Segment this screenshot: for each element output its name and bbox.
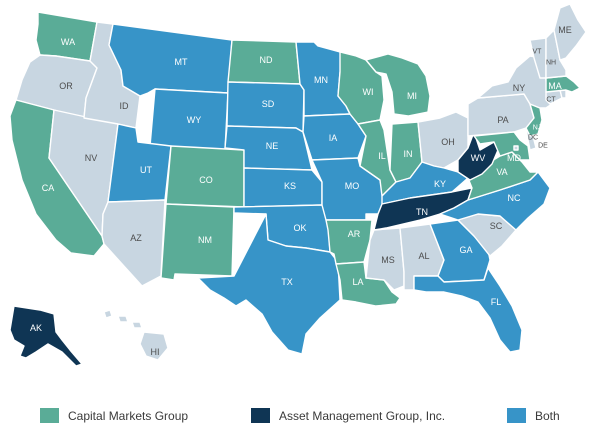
state-label-CO: CO: [199, 175, 213, 185]
state-label-MT: MT: [175, 57, 188, 67]
state-label-NJ: NJ: [533, 125, 542, 132]
state-DC[interactable]: [513, 145, 519, 151]
state-label-HI: HI: [151, 347, 160, 357]
state-label-UT: UT: [140, 165, 152, 175]
state-AK[interactable]: [9, 305, 83, 367]
state-label-MO: MO: [345, 181, 360, 191]
state-label-OK: OK: [293, 223, 306, 233]
state-label-NC: NC: [508, 193, 521, 203]
state-label-WI: WI: [363, 87, 374, 97]
state-label-MD: MD: [507, 153, 521, 163]
state-VT[interactable]: [529, 37, 547, 79]
state-MA[interactable]: [545, 75, 581, 93]
us-states-map: WA OR CA NV ID MT WY UT AZ CO NM ND SD NE KS OK TX MN IA MO…: [9, 3, 587, 367]
state-MD[interactable]: [473, 131, 531, 161]
state-label-TN: TN: [416, 207, 428, 217]
legend-label-asset: Asset Management Group, Inc.: [279, 408, 446, 423]
state-label-DE: DE: [538, 143, 548, 150]
legend-label-capital: Capital Markets Group: [68, 408, 189, 423]
state-label-MI: MI: [407, 91, 417, 101]
legend-swatch-capital: [40, 408, 59, 423]
state-label-NH: NH: [546, 60, 556, 67]
state-label-ME: ME: [558, 25, 572, 35]
state-label-AZ: AZ: [130, 233, 142, 243]
state-label-VA: VA: [496, 167, 507, 177]
state-AZ[interactable]: [101, 199, 166, 287]
state-label-IA: IA: [329, 133, 338, 143]
legend-item-capital: Capital Markets Group: [40, 408, 188, 423]
state-label-NY: NY: [513, 83, 526, 93]
state-label-NE: NE: [266, 141, 279, 151]
state-label-NM: NM: [198, 235, 212, 245]
legend-label-both: Both: [535, 408, 560, 423]
state-label-IN: IN: [404, 149, 413, 159]
state-label-MN: MN: [314, 75, 328, 85]
state-label-NV: NV: [85, 153, 98, 163]
state-label-PA: PA: [497, 115, 508, 125]
legend-swatch-asset: [251, 408, 270, 423]
state-label-KS: KS: [284, 181, 296, 191]
state-label-VT: VT: [533, 49, 543, 56]
state-label-CT: CT: [546, 97, 556, 104]
state-MI[interactable]: [365, 53, 431, 117]
state-label-FL: FL: [491, 297, 502, 307]
state-NJ[interactable]: [525, 103, 543, 137]
state-label-IL: IL: [378, 151, 386, 161]
state-label-OR: OR: [59, 81, 73, 91]
legend-swatch-both: [507, 408, 526, 423]
state-label-ID: ID: [120, 101, 130, 111]
state-label-CA: CA: [42, 183, 55, 193]
legend-item-asset: Asset Management Group, Inc.: [251, 408, 445, 423]
state-label-DC: DC: [528, 135, 538, 142]
state-label-ND: ND: [260, 55, 273, 65]
state-label-GA: GA: [459, 245, 472, 255]
state-label-SC: SC: [490, 221, 503, 231]
state-label-MA: MA: [548, 81, 562, 91]
legend-item-both: Both: [507, 408, 560, 423]
state-ME[interactable]: [553, 3, 587, 61]
state-label-OH: OH: [441, 137, 455, 147]
state-label-KY: KY: [434, 179, 446, 189]
legend: Capital Markets Group Asset Management G…: [0, 404, 589, 428]
state-label-SD: SD: [262, 99, 275, 109]
state-FL[interactable]: [413, 267, 523, 353]
state-label-AK: AK: [30, 323, 42, 333]
state-labels: WA OR CA NV ID MT WY UT AZ CO NM ND SD NE KS OK TX MN IA MO…: [30, 25, 572, 357]
state-label-AR: AR: [348, 229, 361, 239]
state-label-WV: WV: [471, 153, 486, 163]
state-MT[interactable]: [108, 23, 233, 97]
state-HI-islands[interactable]: [103, 309, 169, 361]
state-label-WY: WY: [187, 115, 202, 125]
state-TX[interactable]: [197, 213, 341, 355]
state-label-WA: WA: [61, 37, 75, 47]
state-label-LA: LA: [352, 277, 363, 287]
state-label-TX: TX: [281, 277, 293, 287]
state-label-AL: AL: [418, 251, 429, 261]
state-label-MS: MS: [381, 255, 395, 265]
